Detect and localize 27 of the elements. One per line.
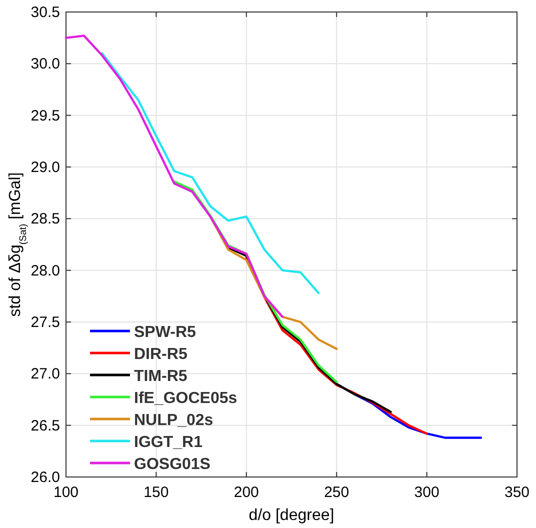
y-tick-label: 27.5 bbox=[30, 314, 60, 331]
y-tick-label: 26.5 bbox=[30, 417, 60, 434]
y-tick-label: 30.5 bbox=[30, 4, 60, 21]
y-tick-label: 28.5 bbox=[30, 210, 60, 228]
x-tick-label: 200 bbox=[234, 484, 259, 501]
legend-label: IGGT_R1 bbox=[134, 434, 203, 451]
y-tick-label: 26.0 bbox=[30, 469, 60, 486]
line-series bbox=[64, 34, 284, 318]
legend-label: NULP_02s bbox=[134, 412, 214, 429]
x-axis-title: d/o [degree] bbox=[248, 507, 334, 524]
legend-label: SPW-R5 bbox=[134, 324, 196, 341]
legend-label: DIR-R5 bbox=[134, 346, 188, 363]
line-series bbox=[100, 52, 320, 294]
legend-label: TIM-R5 bbox=[134, 368, 188, 385]
y-tick-label: 29.5 bbox=[30, 107, 60, 124]
y-tick-label: 29.0 bbox=[30, 159, 60, 176]
x-tick-label: 100 bbox=[53, 484, 79, 501]
y-tick-label: 27.0 bbox=[30, 366, 60, 383]
x-tick-label: 150 bbox=[144, 484, 169, 501]
legend-label: IfE_GOCE05s bbox=[134, 390, 238, 407]
y-tick-label: 28.0 bbox=[30, 262, 60, 280]
x-tick-label: 300 bbox=[414, 484, 440, 501]
y-tick-label: 30.0 bbox=[30, 56, 60, 73]
x-tick-label: 350 bbox=[504, 484, 530, 501]
x-tick-label: 250 bbox=[324, 484, 350, 501]
line-series bbox=[209, 216, 338, 350]
legend-label: GOSG01S bbox=[134, 456, 211, 473]
